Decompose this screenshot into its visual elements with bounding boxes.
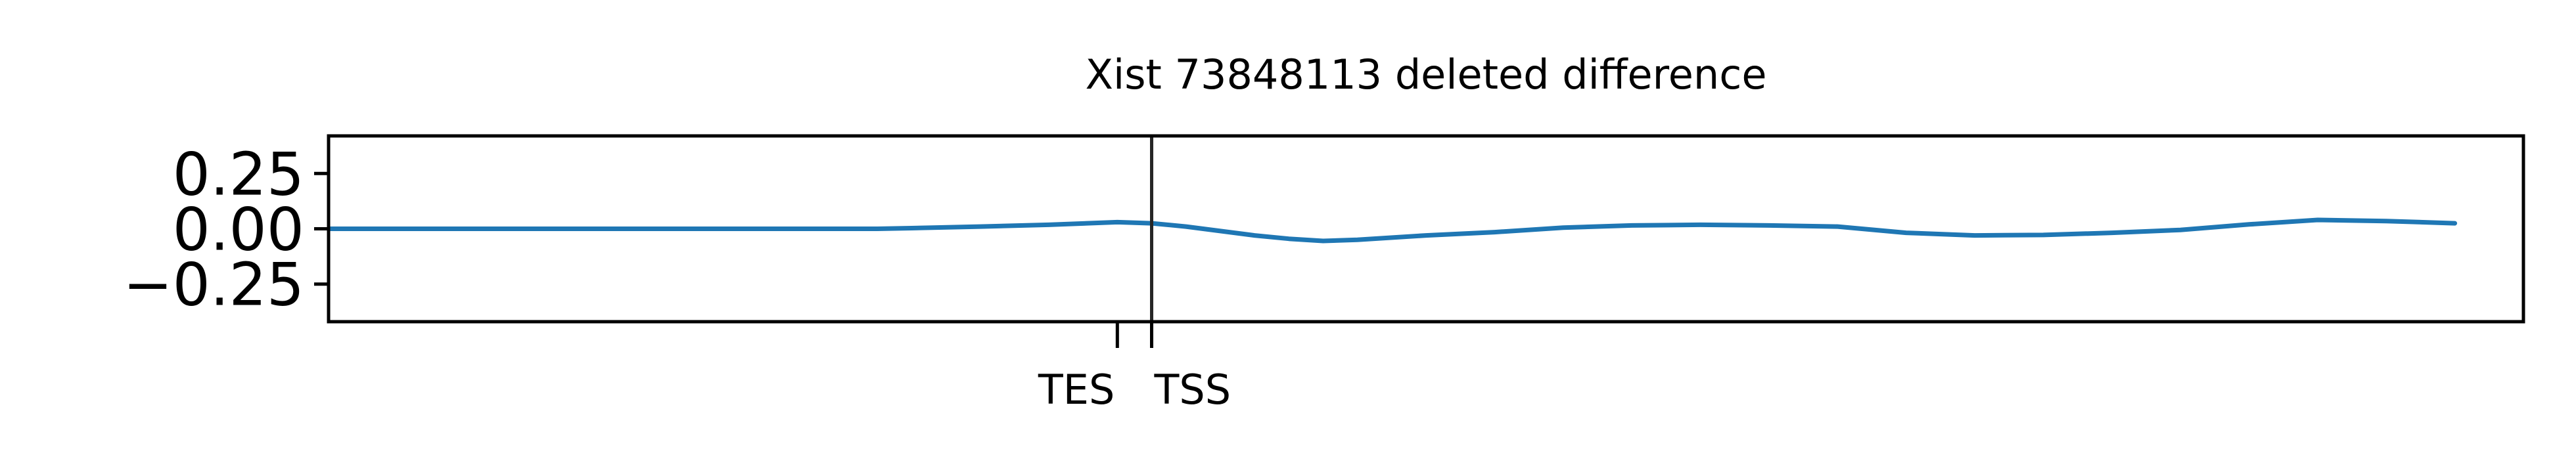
x-tick-label-0: TES (1038, 366, 1115, 414)
x-axis: TES TSS (1038, 322, 1231, 414)
x-tick-label-1: TSS (1154, 366, 1231, 414)
y-tick-label-0: 0.25 (173, 140, 304, 209)
chart-title: Xist 73848113 deleted difference (1086, 51, 1767, 98)
y-tick-label-2: −0.25 (123, 251, 304, 320)
series-line-0 (326, 217, 2458, 244)
y-tick-label-1: 0.00 (173, 196, 304, 265)
y-axis: 0.250.00−0.25 (123, 140, 329, 320)
plot-layer (326, 136, 2458, 322)
